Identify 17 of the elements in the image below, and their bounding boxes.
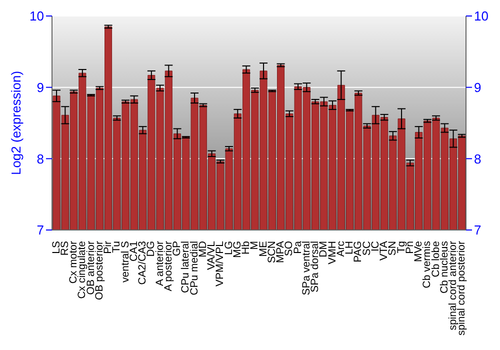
y-tick-label: 9 <box>36 80 44 95</box>
x-tick-label: A posterior <box>162 240 174 292</box>
x-tick-label: SCN <box>266 241 278 264</box>
x-tick-label: IC <box>369 240 382 252</box>
y-tick-label: 7 <box>36 222 44 238</box>
y2-tick-label: 10 <box>474 8 488 24</box>
y2-tick-label: 7 <box>474 222 482 238</box>
y-tick-label: 10 <box>30 8 44 24</box>
y-tick-label: 8 <box>36 151 44 166</box>
x-tick-label: DG <box>145 241 158 257</box>
y2-tick-label: 9 <box>474 80 482 95</box>
y2-tick-label: 8 <box>474 151 482 166</box>
x-tick-label: RS <box>58 241 71 256</box>
x-tick-label: Arc <box>334 241 347 257</box>
x-tick-label: Tg <box>395 240 408 254</box>
x-tick-label: OB posterior <box>93 240 106 300</box>
y-axis-title: Log2 (expression) <box>8 70 24 176</box>
